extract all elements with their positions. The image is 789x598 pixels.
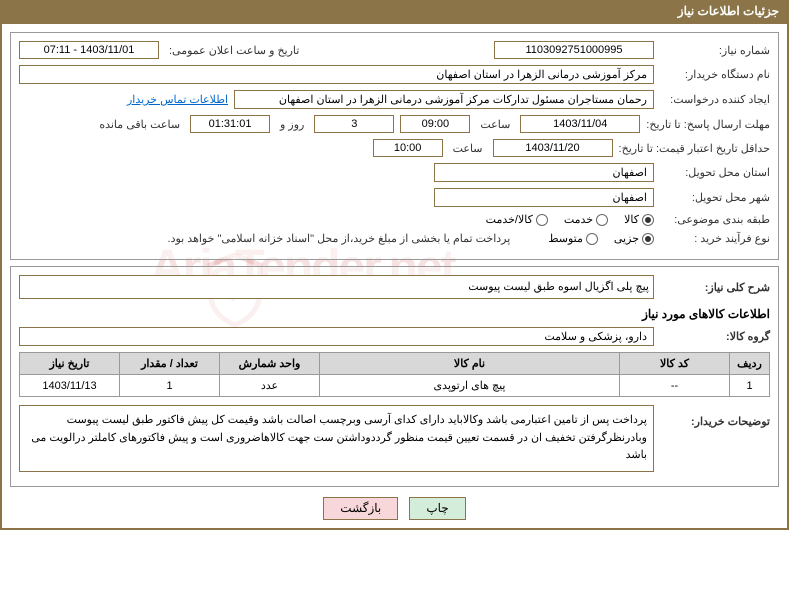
radio-partial-label: جزیی (614, 232, 639, 245)
delivery-province-label: استان محل تحویل: (660, 166, 770, 179)
th-code: کد کالا (620, 353, 730, 375)
buyer-org-value: مرکز آموزشی درمانی الزهرا در استان اصفها… (19, 65, 654, 84)
need-no-value: 1103092751000995 (494, 41, 654, 59)
desc-and-items-box: شرح کلی نیاز: پیچ پلی اگزیال اسوه طبق لی… (10, 266, 779, 487)
th-qty: تعداد / مقدار (120, 353, 220, 375)
remain-time-value: 01:31:01 (190, 115, 270, 133)
reply-date-value: 1403/11/04 (520, 115, 640, 133)
goods-group-label: گروه کالا: (660, 330, 770, 343)
buy-process-group: جزیی متوسط (536, 232, 654, 245)
cell-code: -- (620, 375, 730, 397)
buyer-contact-link[interactable]: اطلاعات تماس خریدار (127, 93, 228, 106)
radio-goods[interactable] (642, 214, 654, 226)
days-label: روز و (276, 118, 308, 131)
radio-goods-service-label: کالا/خدمت (486, 213, 533, 226)
buyer-org-label: نام دستگاه خریدار: (660, 68, 770, 81)
cell-need-date: 1403/11/13 (20, 375, 120, 397)
overall-desc-label: شرح کلی نیاز: (660, 281, 770, 294)
radio-service-label: خدمت (564, 213, 593, 226)
table-row: 1 -- پیچ های ارتوپدی عدد 1 1403/11/13 (20, 375, 770, 397)
th-row: ردیف (730, 353, 770, 375)
info-box: شماره نیاز: 1103092751000995 تاریخ و ساع… (10, 32, 779, 260)
radio-medium-label: متوسط (548, 232, 583, 245)
page-title-bar: جزئیات اطلاعات نیاز (0, 0, 789, 22)
delivery-city-value: اصفهان (434, 188, 654, 207)
reply-deadline-label: مهلت ارسال پاسخ: تا تاریخ: (646, 118, 770, 131)
days-count-value: 3 (314, 115, 394, 133)
announce-value: 1403/11/01 - 07:11 (19, 41, 159, 59)
button-row: چاپ بازگشت (10, 497, 779, 520)
remain-label: ساعت باقی مانده (95, 118, 184, 131)
items-section-header: اطلاعات کالاهای مورد نیاز (19, 307, 770, 321)
cell-unit: عدد (220, 375, 320, 397)
buyer-notes-label: توضیحات خریدار: (660, 405, 770, 428)
radio-service[interactable] (596, 214, 608, 226)
print-button[interactable]: چاپ (409, 497, 465, 520)
payment-note: پرداخت تمام یا بخشی از مبلغ خرید،از محل … (168, 232, 511, 245)
main-frame: شماره نیاز: 1103092751000995 تاریخ و ساع… (0, 22, 789, 530)
overall-desc-value: پیچ پلی اگزیال اسوه طبق لیست پیوست (19, 275, 654, 299)
page-title: جزئیات اطلاعات نیاز (678, 4, 779, 18)
goods-group-value: دارو، پزشکی و سلامت (19, 327, 654, 346)
price-valid-label: حداقل تاریخ اعتبار قیمت: تا تاریخ: (619, 142, 770, 155)
th-need-date: تاریخ نیاز (20, 353, 120, 375)
price-valid-date: 1403/11/20 (493, 139, 613, 157)
requester-label: ایجاد کننده درخواست: (660, 93, 770, 106)
requester-value: رحمان مستاجران مسئول تدارکات مرکز آموزشی… (234, 90, 654, 109)
th-unit: واحد شمارش (220, 353, 320, 375)
buy-process-label: نوع فرآیند خرید : (660, 232, 770, 245)
time-label-2: ساعت (449, 142, 487, 155)
need-no-label: شماره نیاز: (660, 44, 770, 57)
delivery-province-value: اصفهان (434, 163, 654, 182)
items-table: ردیف کد کالا نام کالا واحد شمارش تعداد /… (19, 352, 770, 397)
cell-row: 1 (730, 375, 770, 397)
price-valid-time: 10:00 (373, 139, 443, 157)
announce-label: تاریخ و ساعت اعلان عمومی: (165, 44, 303, 57)
cell-name: پیچ های ارتوپدی (320, 375, 620, 397)
time-label-1: ساعت (476, 118, 514, 131)
reply-time-value: 09:00 (400, 115, 470, 133)
radio-goods-service[interactable] (536, 214, 548, 226)
radio-goods-label: کالا (624, 213, 639, 226)
radio-partial[interactable] (642, 233, 654, 245)
subject-class-label: طبقه بندی موضوعی: (660, 213, 770, 226)
th-name: نام کالا (320, 353, 620, 375)
subject-class-group: کالا خدمت کالا/خدمت (474, 213, 654, 226)
buyer-notes-value: پرداخت پس از تامین اعتبارمی باشد وکالابا… (19, 405, 654, 472)
radio-medium[interactable] (586, 233, 598, 245)
back-button[interactable]: بازگشت (323, 497, 398, 520)
cell-qty: 1 (120, 375, 220, 397)
delivery-city-label: شهر محل تحویل: (660, 191, 770, 204)
